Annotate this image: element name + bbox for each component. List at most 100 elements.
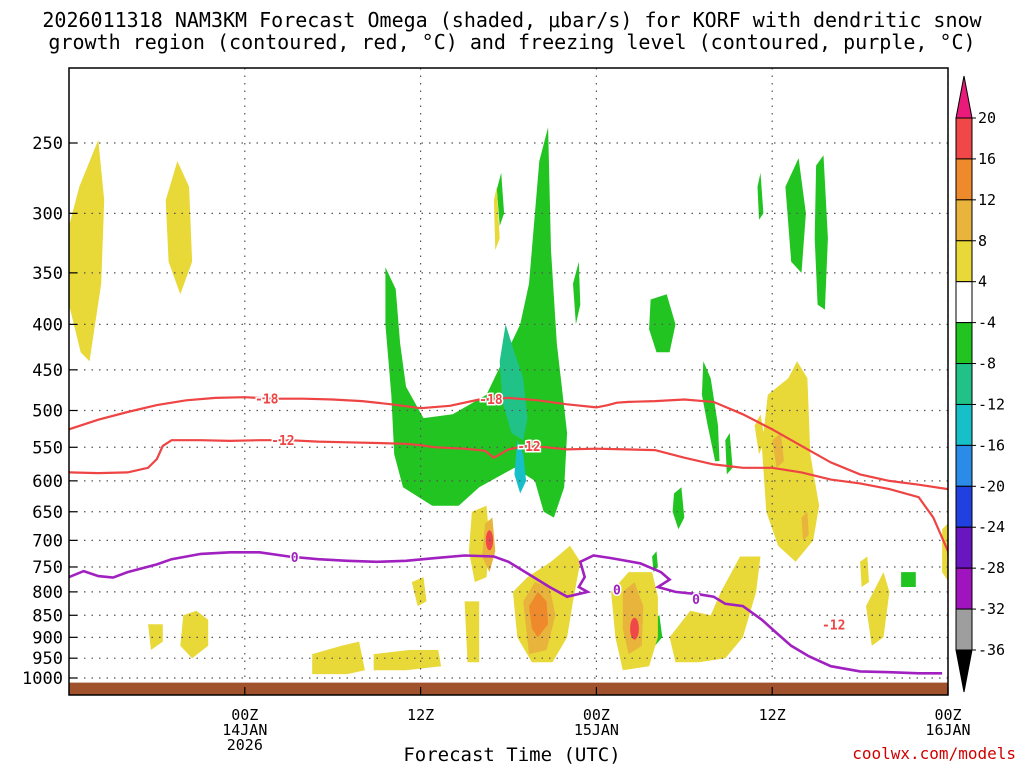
colorbar-label-0: 20	[978, 109, 996, 127]
colorbar-label-9: -20	[978, 477, 1005, 495]
ytick-label-900: 900	[32, 628, 63, 648]
omega-yellow-l7	[860, 556, 869, 587]
omega-orange-core1	[529, 591, 549, 638]
ytick-label-700: 700	[32, 531, 63, 551]
omega-shading	[69, 127, 948, 675]
xtick-label-4-0: 00Z	[934, 706, 961, 724]
contour-label-1-2: -12	[822, 618, 845, 633]
omega-green-s1	[573, 261, 581, 325]
omega-cyan	[514, 440, 527, 494]
ytick-label-800: 800	[32, 583, 63, 603]
contour-label-0-0: -18	[255, 392, 279, 407]
omega-green-main	[385, 127, 568, 518]
xtick-label-0-0: 00Z	[231, 706, 258, 724]
omega-yellow-mid2	[493, 186, 500, 251]
colorbar-label-3: 8	[978, 232, 987, 250]
xtick-label-3-0: 12Z	[759, 706, 786, 724]
colorbar-label-6: -8	[978, 355, 996, 373]
colorbar-label-11: -28	[978, 559, 1005, 577]
colorbar-label-13: -36	[978, 641, 1005, 659]
omega-green-s2	[496, 172, 505, 226]
colorbar-label-12: -32	[978, 600, 1005, 618]
contour-label-2-0: 0	[291, 551, 299, 566]
ytick-label-750: 750	[32, 558, 63, 578]
ytick-label-350: 350	[32, 264, 63, 284]
colorbar-box-11	[955, 567, 973, 610]
omega-yellow-r2	[866, 572, 890, 646]
colorbar-box-0	[955, 117, 973, 160]
omega-yellow-mid1	[468, 505, 490, 583]
ytick-label-300: 300	[32, 204, 63, 224]
colorbar-box-9	[955, 485, 973, 528]
omega-up-yellow-2	[165, 161, 193, 295]
omega-teal	[499, 324, 528, 441]
chart-title: 2026011318 NAM3KM Forecast Omega (shaded…	[42, 8, 982, 32]
contour-minus18	[69, 396, 948, 491]
colorbar-box-4	[955, 281, 973, 324]
omega-green-mid	[649, 294, 676, 353]
omega-green-far	[901, 572, 916, 587]
omega-gold-r2	[801, 511, 809, 541]
omega-red-core2	[630, 617, 639, 640]
omega-gold-core2	[622, 582, 644, 655]
ytick-label-250: 250	[32, 134, 63, 154]
colorbar-box-12	[955, 608, 973, 651]
colorbar-box-6	[955, 363, 973, 405]
colorbar-bottom-arrow	[955, 649, 973, 693]
omega-yellow-l1	[312, 641, 365, 675]
colorbar-label-2: 12	[978, 191, 996, 209]
ytick-label-850: 850	[32, 606, 63, 626]
credit-text: coolwx.com/models	[852, 744, 1016, 763]
ytick-label-950: 950	[32, 649, 63, 669]
ytick-label-450: 450	[32, 361, 63, 381]
omega-green-r2	[814, 155, 828, 310]
omega-yellow-l6	[464, 601, 480, 663]
colorbar-box-1	[955, 158, 973, 201]
omega-green-r3	[757, 172, 764, 220]
colorbar-label-4: 4	[978, 273, 987, 291]
plot-frame	[68, 67, 949, 696]
colorbar-box-3	[955, 240, 973, 283]
omega-yellow-right	[761, 361, 820, 562]
y-axis-ticks: 2503003504004505005506006507007508008509…	[22, 134, 77, 689]
xtick-label-0-1: 14JAN	[222, 721, 267, 739]
omega-yellow-l4	[148, 624, 163, 650]
colorbar-label-7: -12	[978, 395, 1005, 413]
colorbar-label-10: -24	[978, 518, 1005, 536]
colorbar-box-7	[955, 403, 973, 446]
colorbar-box-2	[955, 199, 973, 242]
xtick-label-1-0: 12Z	[407, 706, 434, 724]
omega-yellow-low-c	[669, 556, 761, 663]
contour-label-1-0: -12	[271, 434, 294, 449]
ground-surface	[69, 682, 948, 695]
ytick-label-1000: 1000	[22, 669, 63, 689]
colorbar: 20 16 12 8 4 -4 -8 -12 -16 -20 -24 -28 -32 -36	[955, 75, 1005, 693]
ytick-label-650: 650	[32, 503, 63, 523]
colorbar-label-1: 16	[978, 150, 996, 168]
ytick-label-550: 550	[32, 438, 63, 458]
colorbar-top-arrow	[955, 75, 973, 119]
xtick-label-0-2: 2026	[227, 736, 263, 754]
colorbar-label-8: -16	[978, 436, 1005, 454]
omega-gold-r1	[772, 433, 784, 468]
xtick-label-2-0: 00Z	[583, 706, 610, 724]
x-axis-title: Forecast Time (UTC)	[403, 744, 621, 766]
chart-subtitle: growth region (contoured, red, °C) and f…	[48, 30, 976, 54]
xtick-label-4-1: 16JAN	[925, 721, 970, 739]
omega-yellow-l3	[180, 610, 209, 659]
ytick-label-600: 600	[32, 472, 63, 492]
colorbar-label-5: -4	[978, 314, 996, 332]
contour-label-0-1: -18	[479, 393, 503, 408]
omega-yellow-upr	[754, 414, 765, 455]
ytick-label-400: 400	[32, 315, 63, 335]
omega-green-low3	[652, 551, 658, 573]
contour-minus12	[69, 439, 948, 617]
contour-zero	[69, 551, 943, 675]
omega-green-r1	[785, 158, 806, 273]
contour-label-2-1: 0	[692, 593, 700, 608]
omega-up-yellow-1	[69, 139, 105, 362]
omega-green-r4	[725, 433, 733, 475]
colorbar-box-5	[955, 322, 973, 365]
